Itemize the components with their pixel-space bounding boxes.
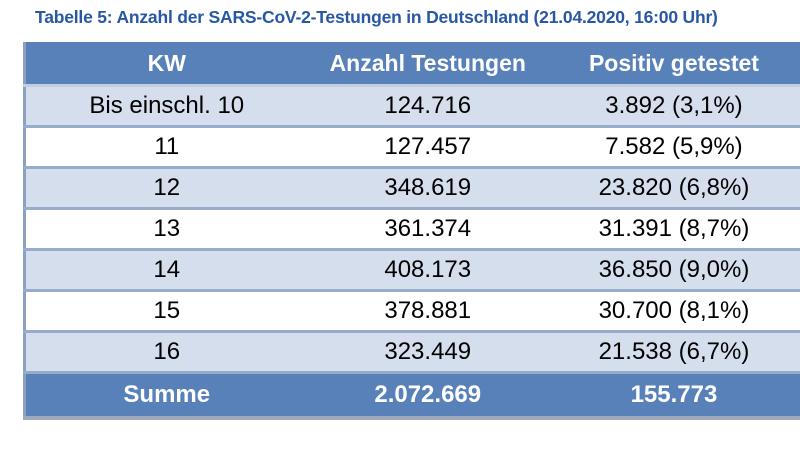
cell-kw: 13 bbox=[24, 208, 308, 251]
column-header-kw: KW bbox=[24, 42, 308, 87]
cell-positiv: 3.892 (3,1%) bbox=[547, 85, 800, 128]
table-row: 11 127.457 7.582 (5,9%) bbox=[24, 126, 800, 169]
table-row: Bis einschl. 10 124.716 3.892 (3,1%) bbox=[24, 85, 800, 128]
cell-positiv: 23.820 (6,8%) bbox=[547, 167, 800, 210]
table-row: 12 348.619 23.820 (6,8%) bbox=[24, 167, 800, 210]
header-row: KW Anzahl Testungen Positiv getestet bbox=[24, 42, 800, 87]
column-header-anzahl-testungen: Anzahl Testungen bbox=[307, 42, 548, 87]
cell-testungen: 348.619 bbox=[307, 167, 548, 210]
table-row: 13 361.374 31.391 (8,7%) bbox=[24, 208, 800, 251]
summary-positiv: 155.773 bbox=[547, 372, 800, 420]
cell-testungen: 378.881 bbox=[307, 290, 548, 333]
cell-kw: 14 bbox=[24, 249, 308, 292]
column-header-positiv-getestet: Positiv getestet bbox=[547, 42, 800, 87]
cell-testungen: 124.716 bbox=[307, 85, 548, 128]
testing-table: KW Anzahl Testungen Positiv getestet Bis… bbox=[23, 42, 800, 420]
cell-positiv: 21.538 (6,7%) bbox=[547, 331, 800, 374]
cell-testungen: 361.374 bbox=[307, 208, 548, 251]
summary-testungen: 2.072.669 bbox=[307, 372, 548, 420]
table-row: 14 408.173 36.850 (9,0%) bbox=[24, 249, 800, 292]
summary-label: Summe bbox=[24, 372, 308, 420]
cell-testungen: 323.449 bbox=[307, 331, 548, 374]
cell-positiv: 36.850 (9,0%) bbox=[547, 249, 800, 292]
cell-positiv: 30.700 (8,1%) bbox=[547, 290, 800, 333]
table-row: 15 378.881 30.700 (8,1%) bbox=[24, 290, 800, 333]
cell-testungen: 127.457 bbox=[307, 126, 548, 169]
cell-kw: 15 bbox=[24, 290, 308, 333]
table-title: Tabelle 5: Anzahl der SARS-CoV-2-Testung… bbox=[35, 7, 718, 27]
cell-testungen: 408.173 bbox=[307, 249, 548, 292]
cell-kw: 16 bbox=[24, 331, 308, 374]
cell-positiv: 31.391 (8,7%) bbox=[547, 208, 800, 251]
cell-positiv: 7.582 (5,9%) bbox=[547, 126, 800, 169]
table-row: 16 323.449 21.538 (6,7%) bbox=[24, 331, 800, 374]
cell-kw: 12 bbox=[24, 167, 308, 210]
cell-kw: 11 bbox=[24, 126, 308, 169]
cell-kw: Bis einschl. 10 bbox=[24, 85, 308, 128]
summary-row: Summe 2.072.669 155.773 bbox=[24, 372, 800, 420]
